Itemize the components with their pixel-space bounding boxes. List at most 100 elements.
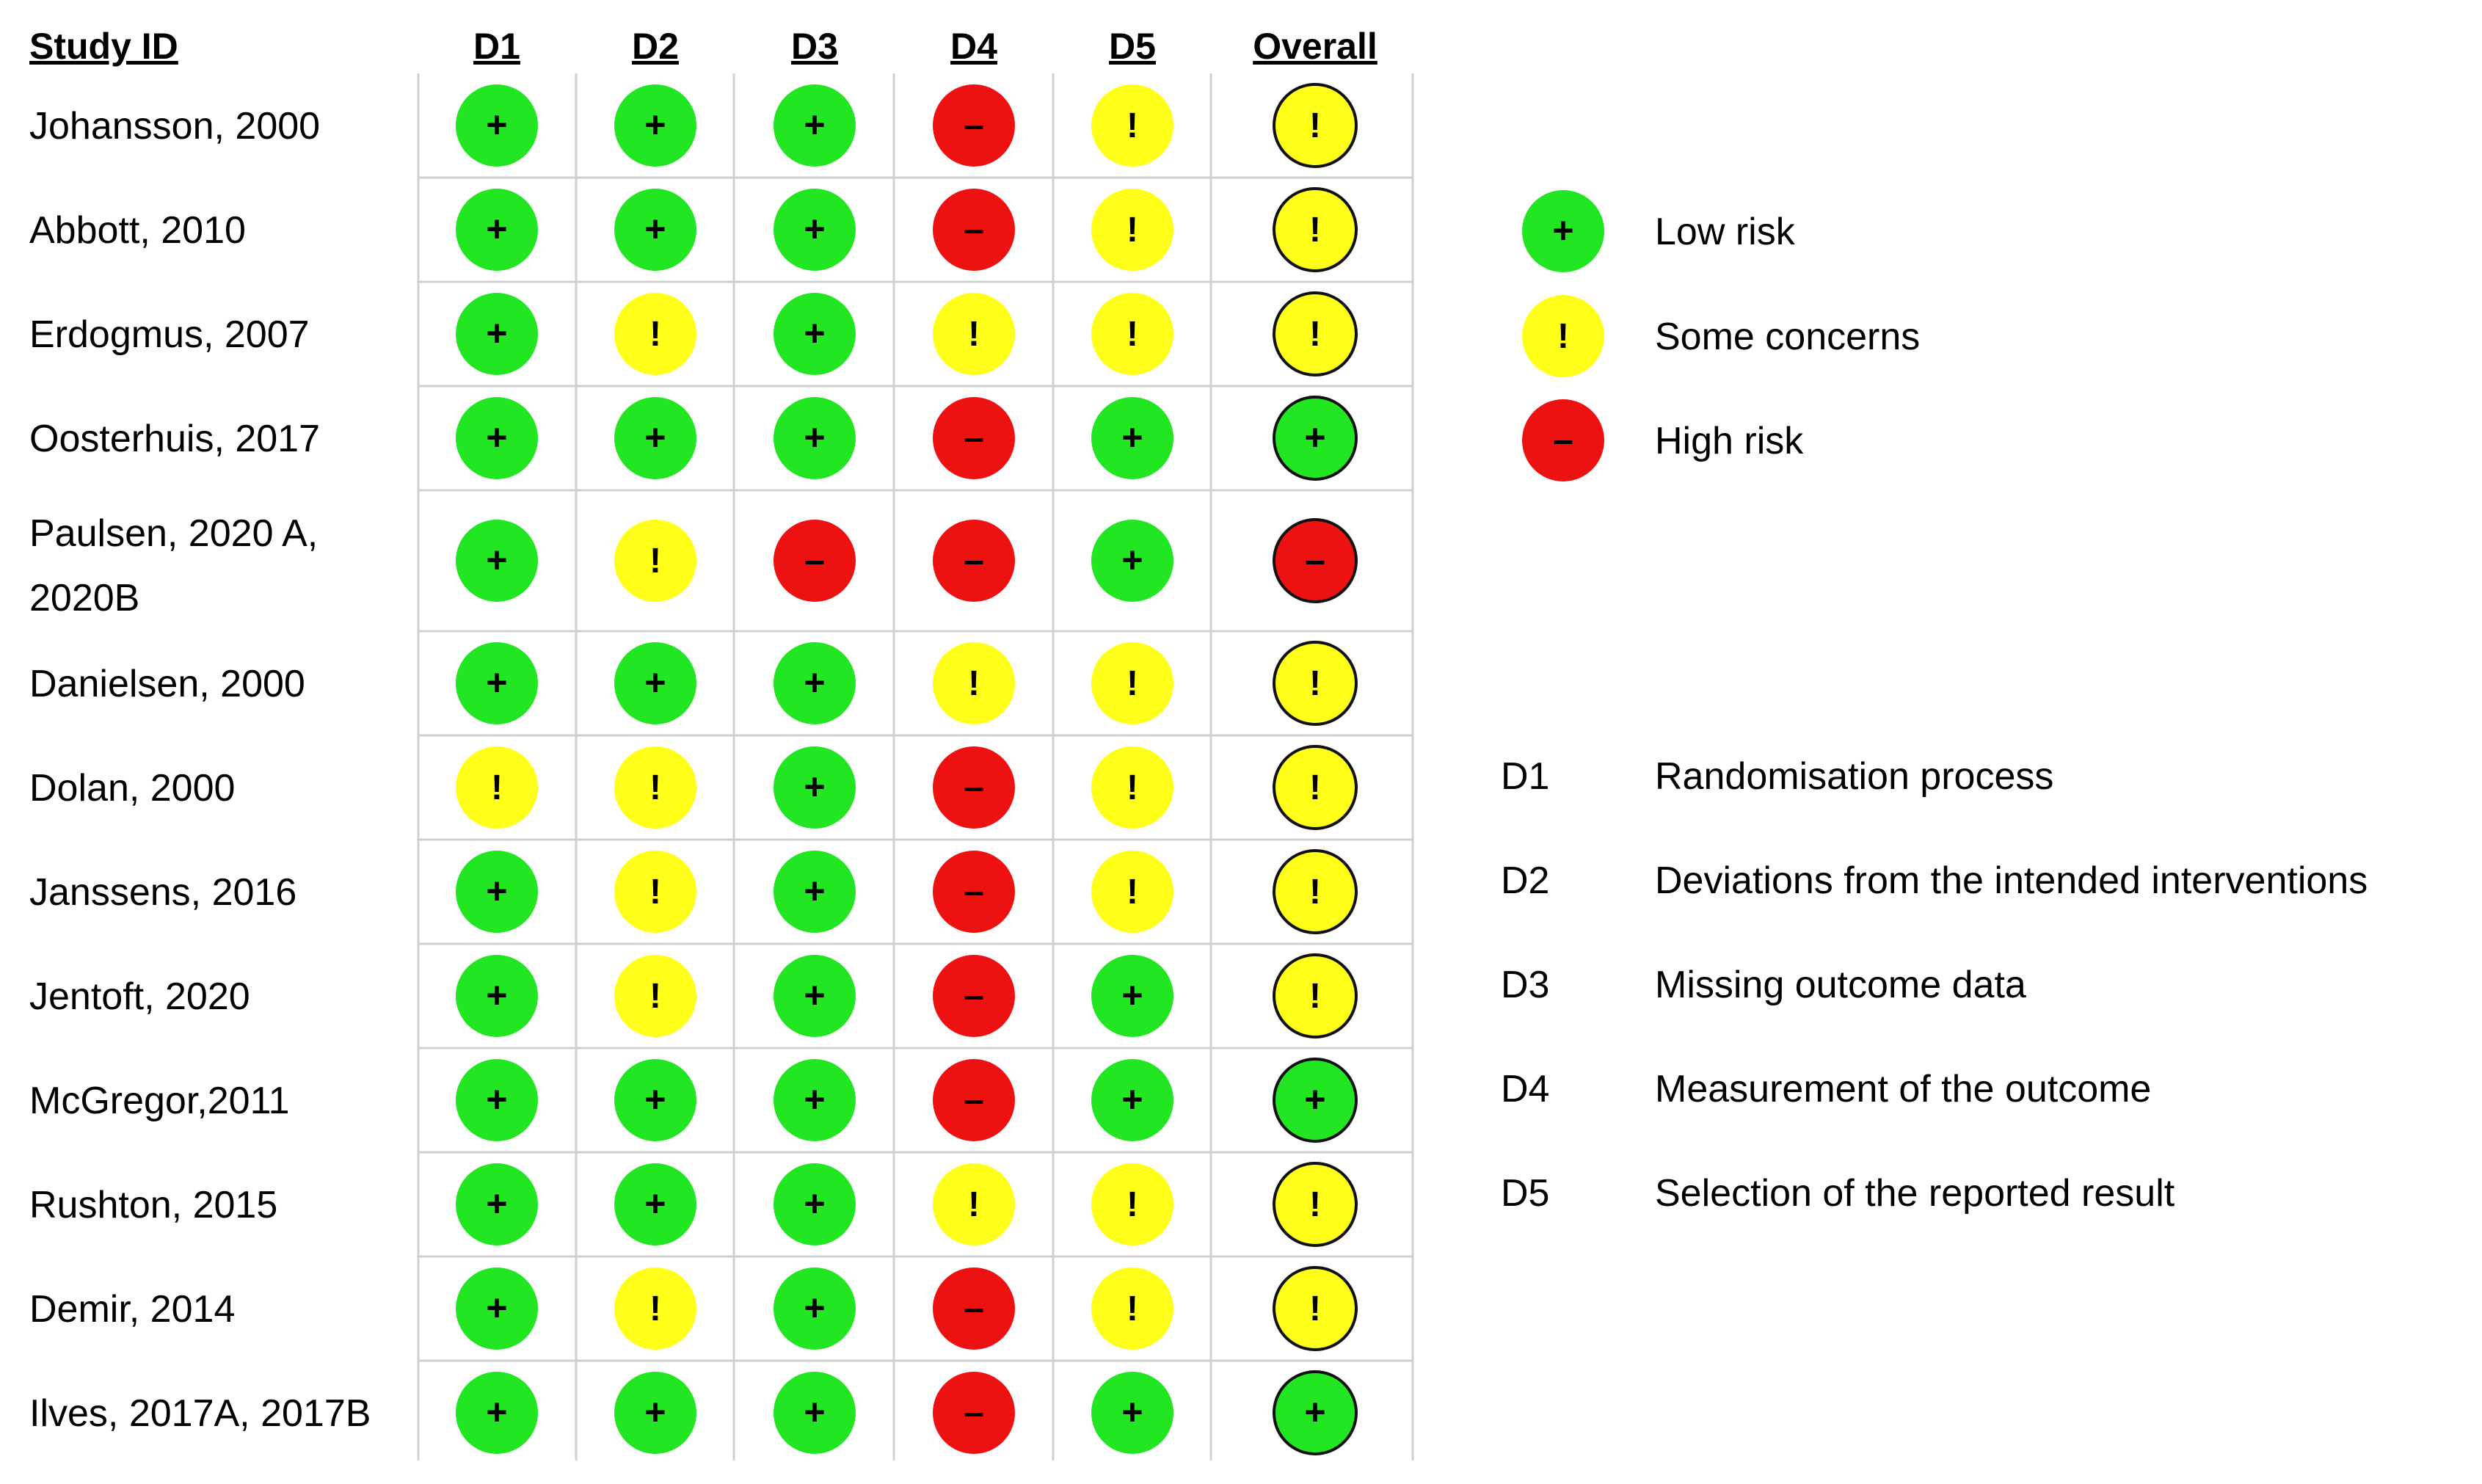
- svg-text:!: !: [649, 1290, 661, 1328]
- mark-row-12-col-5: +: [1273, 1370, 1358, 1455]
- svg-text:+: +: [804, 1392, 825, 1433]
- mark-row-0-col-5: !: [1273, 83, 1358, 168]
- mark-row-9-col-2: +: [774, 1059, 856, 1141]
- mark-row-2-col-5: !: [1273, 291, 1358, 377]
- mark-row-3-col-2: +: [774, 397, 856, 479]
- legend-mark-high: –: [1522, 399, 1604, 481]
- svg-text:!: !: [1127, 106, 1138, 145]
- svg-text:+: +: [804, 1183, 825, 1224]
- svg-text:!: !: [1557, 317, 1569, 356]
- legend-label-high: High risk: [1655, 420, 1804, 462]
- mark-row-10-col-2: +: [774, 1163, 856, 1245]
- svg-text:–: –: [964, 417, 984, 458]
- mark-row-6-col-3: –: [933, 746, 1015, 829]
- svg-text:+: +: [1121, 975, 1143, 1016]
- svg-text:+: +: [804, 417, 825, 458]
- domain-code-D3: D3: [1501, 964, 1549, 1006]
- column-header-0: Study ID: [29, 26, 178, 67]
- legend-label-low: Low risk: [1655, 211, 1796, 253]
- table-gridlines: [417, 73, 1414, 1461]
- svg-text:!: !: [1127, 1290, 1138, 1328]
- mark-row-4-col-3: –: [933, 520, 1015, 602]
- mark-row-0-col-1: +: [614, 84, 696, 167]
- mark-row-3-col-3: –: [933, 397, 1015, 479]
- mark-row-5-col-2: +: [774, 642, 856, 724]
- svg-text:+: +: [1121, 417, 1143, 458]
- svg-text:+: +: [644, 1183, 666, 1224]
- mark-row-12-col-2: +: [774, 1372, 856, 1454]
- mark-row-4-col-0: +: [456, 520, 538, 602]
- svg-text:+: +: [1121, 539, 1143, 581]
- domain-code-D5: D5: [1501, 1172, 1549, 1215]
- svg-text:!: !: [968, 664, 980, 703]
- svg-text:+: +: [486, 662, 507, 703]
- mark-row-10-col-3: !: [933, 1163, 1015, 1245]
- mark-row-6-col-4: !: [1091, 746, 1173, 829]
- svg-text:–: –: [964, 539, 984, 581]
- mark-row-9-col-3: –: [933, 1059, 1015, 1141]
- study-label-7: Janssens, 2016: [29, 871, 296, 914]
- study-label-2: Erdogmus, 2007: [29, 313, 310, 356]
- legend-mark-some: !: [1522, 295, 1604, 377]
- mark-row-1-col-0: +: [456, 189, 538, 271]
- svg-text:–: –: [964, 975, 984, 1016]
- mark-row-9-col-5: +: [1273, 1058, 1358, 1143]
- mark-row-9-col-4: +: [1091, 1059, 1173, 1141]
- svg-text:+: +: [1304, 1392, 1325, 1433]
- svg-text:+: +: [486, 417, 507, 458]
- svg-text:!: !: [1309, 977, 1321, 1016]
- svg-text:+: +: [804, 766, 825, 807]
- mark-row-6-col-0: !: [456, 746, 538, 829]
- svg-text:!: !: [1127, 664, 1138, 703]
- mark-row-8-col-5: !: [1273, 953, 1358, 1039]
- domain-code-D1: D1: [1501, 755, 1549, 798]
- svg-text:!: !: [1309, 873, 1321, 912]
- mark-row-8-col-2: +: [774, 955, 856, 1037]
- mark-row-11-col-4: !: [1091, 1267, 1173, 1350]
- svg-text:!: !: [1127, 768, 1138, 807]
- svg-text:+: +: [804, 1079, 825, 1120]
- svg-text:!: !: [1127, 873, 1138, 912]
- legend-mark-low: +: [1522, 190, 1604, 272]
- svg-text:+: +: [486, 1287, 507, 1328]
- mark-row-9-col-0: +: [456, 1059, 538, 1141]
- mark-row-11-col-5: !: [1273, 1266, 1358, 1351]
- mark-row-8-col-4: +: [1091, 955, 1173, 1037]
- mark-row-9-col-1: +: [614, 1059, 696, 1141]
- mark-row-6-col-1: !: [614, 746, 696, 829]
- mark-row-11-col-3: –: [933, 1267, 1015, 1350]
- study-label-9: McGregor,2011: [29, 1080, 290, 1122]
- domain-label-D4: Measurement of the outcome: [1655, 1068, 2151, 1110]
- svg-text:!: !: [649, 315, 661, 354]
- mark-row-10-col-0: +: [456, 1163, 538, 1245]
- svg-text:+: +: [804, 870, 825, 912]
- mark-row-1-col-5: !: [1273, 187, 1358, 272]
- svg-text:+: +: [644, 104, 666, 145]
- svg-text:+: +: [644, 662, 666, 703]
- svg-text:+: +: [804, 104, 825, 145]
- svg-text:+: +: [644, 417, 666, 458]
- svg-text:–: –: [964, 870, 984, 912]
- svg-text:+: +: [486, 208, 507, 250]
- svg-text:+: +: [804, 313, 825, 354]
- svg-text:+: +: [486, 870, 507, 912]
- svg-text:!: !: [1127, 1185, 1138, 1224]
- mark-row-6-col-5: !: [1273, 745, 1358, 830]
- mark-row-12-col-1: +: [614, 1372, 696, 1454]
- domain-code-D2: D2: [1501, 859, 1549, 902]
- svg-text:+: +: [486, 1183, 507, 1224]
- svg-text:+: +: [486, 539, 507, 581]
- mark-row-5-col-5: !: [1273, 641, 1358, 726]
- mark-row-5-col-4: !: [1091, 642, 1173, 724]
- mark-row-7-col-4: !: [1091, 851, 1173, 933]
- mark-row-1-col-2: +: [774, 189, 856, 271]
- mark-row-2-col-1: !: [614, 293, 696, 375]
- svg-text:+: +: [804, 1287, 825, 1328]
- svg-text:!: !: [1309, 211, 1321, 250]
- domain-label-D1: Randomisation process: [1655, 755, 2053, 798]
- mark-row-1-col-3: –: [933, 189, 1015, 271]
- svg-text:+: +: [644, 1392, 666, 1433]
- mark-row-8-col-1: !: [614, 955, 696, 1037]
- mark-row-0-col-0: +: [456, 84, 538, 167]
